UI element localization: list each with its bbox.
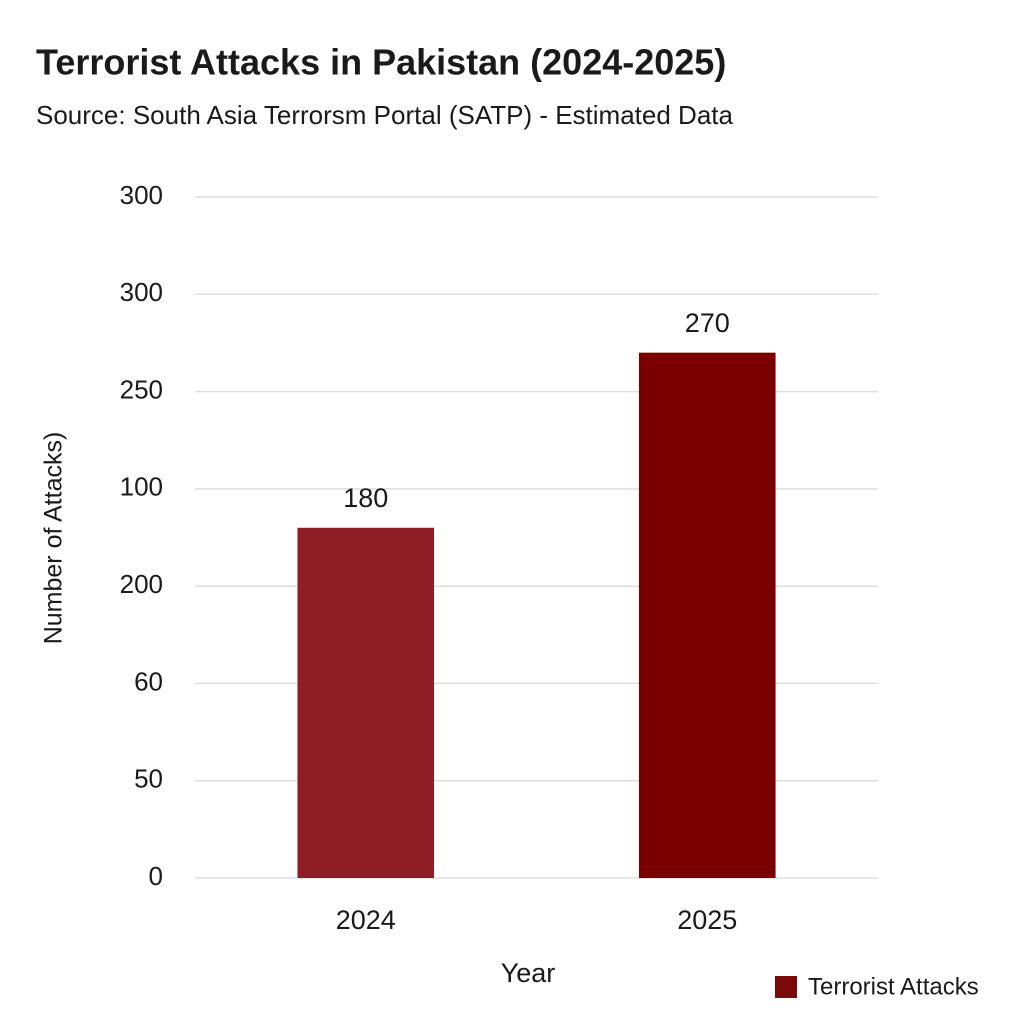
legend-swatch <box>775 976 797 998</box>
chart-title: Terrorist Attacks in Pakistan (2024-2025… <box>36 42 726 83</box>
bar <box>297 527 435 878</box>
y-tick-label: 50 <box>134 764 163 794</box>
x-tick-label: 2024 <box>336 905 396 935</box>
y-tick-label: 100 <box>120 472 163 502</box>
bar <box>638 352 776 879</box>
data-label: 270 <box>685 308 730 338</box>
legend-label: Terrorist Attacks <box>808 973 979 1000</box>
y-tick-label: 300 <box>120 180 163 210</box>
y-tick-label: 200 <box>120 569 163 599</box>
y-tick-label: 250 <box>120 374 163 404</box>
chart-subtitle: Source: South Asia Terrorsm Portal (SATP… <box>36 100 734 130</box>
data-label: 180 <box>343 483 388 513</box>
y-axis-title: Number of Attacks) <box>40 432 68 645</box>
x-tick-label: 2025 <box>677 905 737 935</box>
x-axis-title: Year <box>501 958 556 988</box>
y-tick-label: 300 <box>120 277 163 307</box>
y-tick-label: 60 <box>134 666 163 696</box>
y-tick-label: 0 <box>149 861 163 891</box>
